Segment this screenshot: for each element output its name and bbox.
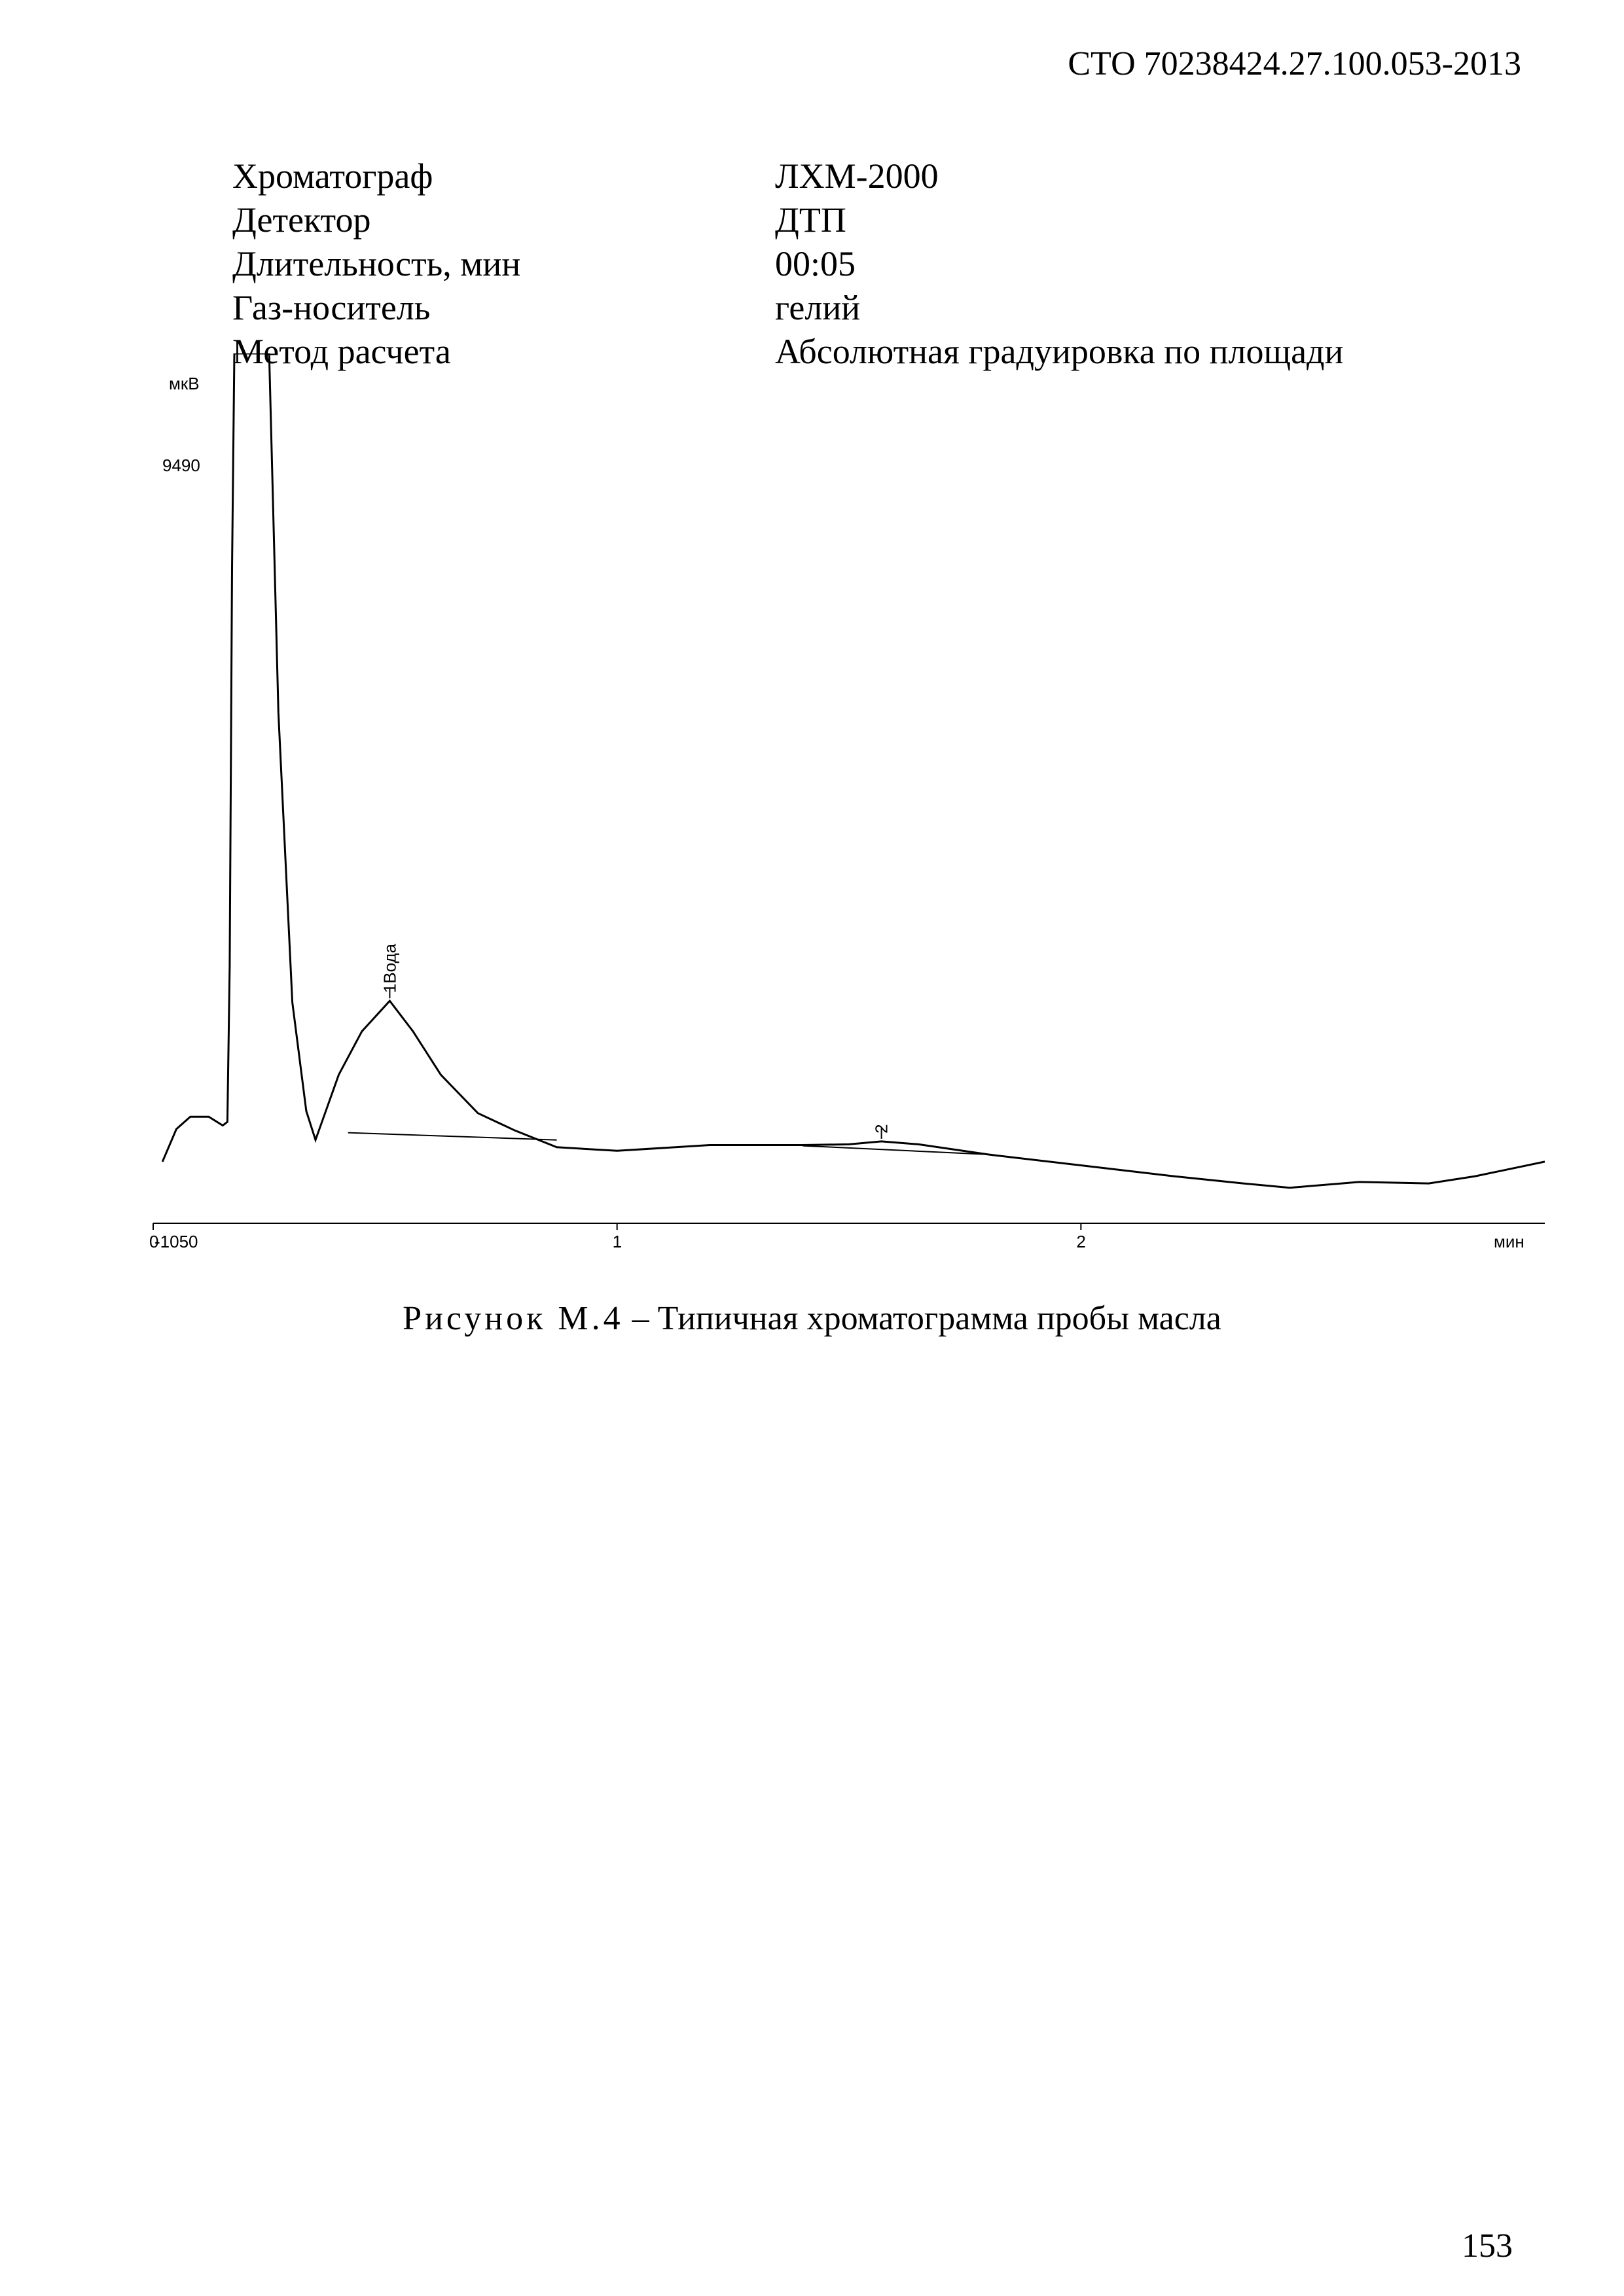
peak-baselines <box>348 1132 988 1155</box>
chromatogram-chart: мкВ 9490 -1050 мин 0 1 2 1Вода 2 <box>149 353 1545 1251</box>
info-value-detector: ДТП <box>775 200 846 240</box>
info-value-duration: 00:05 <box>775 244 856 283</box>
y-axis-top-label: 9490 <box>162 456 200 475</box>
x-tick-label-1: 1 <box>613 1232 622 1251</box>
info-label-detector: Детектор <box>232 200 371 240</box>
chromatogram-trace <box>161 353 1545 1189</box>
peak-baseline-1 <box>348 1132 557 1141</box>
figure-caption-lead: Рисунок М.4 <box>403 1300 624 1337</box>
info-value-carrier-gas: гелий <box>775 288 861 327</box>
peak-labels: 1Вода 2 <box>380 943 892 1139</box>
x-axis-unit-label: мин <box>1494 1232 1525 1251</box>
x-axis-ticks: 0 1 2 <box>149 1223 1086 1251</box>
x-tick-label-2: 2 <box>1076 1232 1085 1251</box>
peak-label-2: 2 <box>872 1124 892 1133</box>
document-code: СТО 70238424.27.100.053-2013 <box>1068 45 1521 82</box>
info-value-chromatograph: ЛХМ-2000 <box>775 156 939 196</box>
peak-label-1: 1Вода <box>380 943 399 993</box>
info-label-chromatograph: Хроматограф <box>232 156 433 196</box>
figure-caption-text: – Типичная хроматограмма пробы масла <box>623 1300 1221 1337</box>
y-axis-bottom-label: -1050 <box>154 1232 198 1251</box>
x-tick-label-0: 0 <box>149 1232 158 1251</box>
page-number: 153 <box>1462 2227 1513 2265</box>
y-axis-unit-label: мкВ <box>169 374 200 393</box>
info-label-carrier-gas: Газ-носитель <box>232 288 431 327</box>
peak-baseline-2 <box>803 1145 988 1155</box>
figure-caption: Рисунок М.4 – Типичная хроматограмма про… <box>0 1299 1624 1338</box>
info-label-duration: Длительность, мин <box>232 244 521 283</box>
info-value-method: Абсолютная градуировка по площади <box>775 332 1344 371</box>
